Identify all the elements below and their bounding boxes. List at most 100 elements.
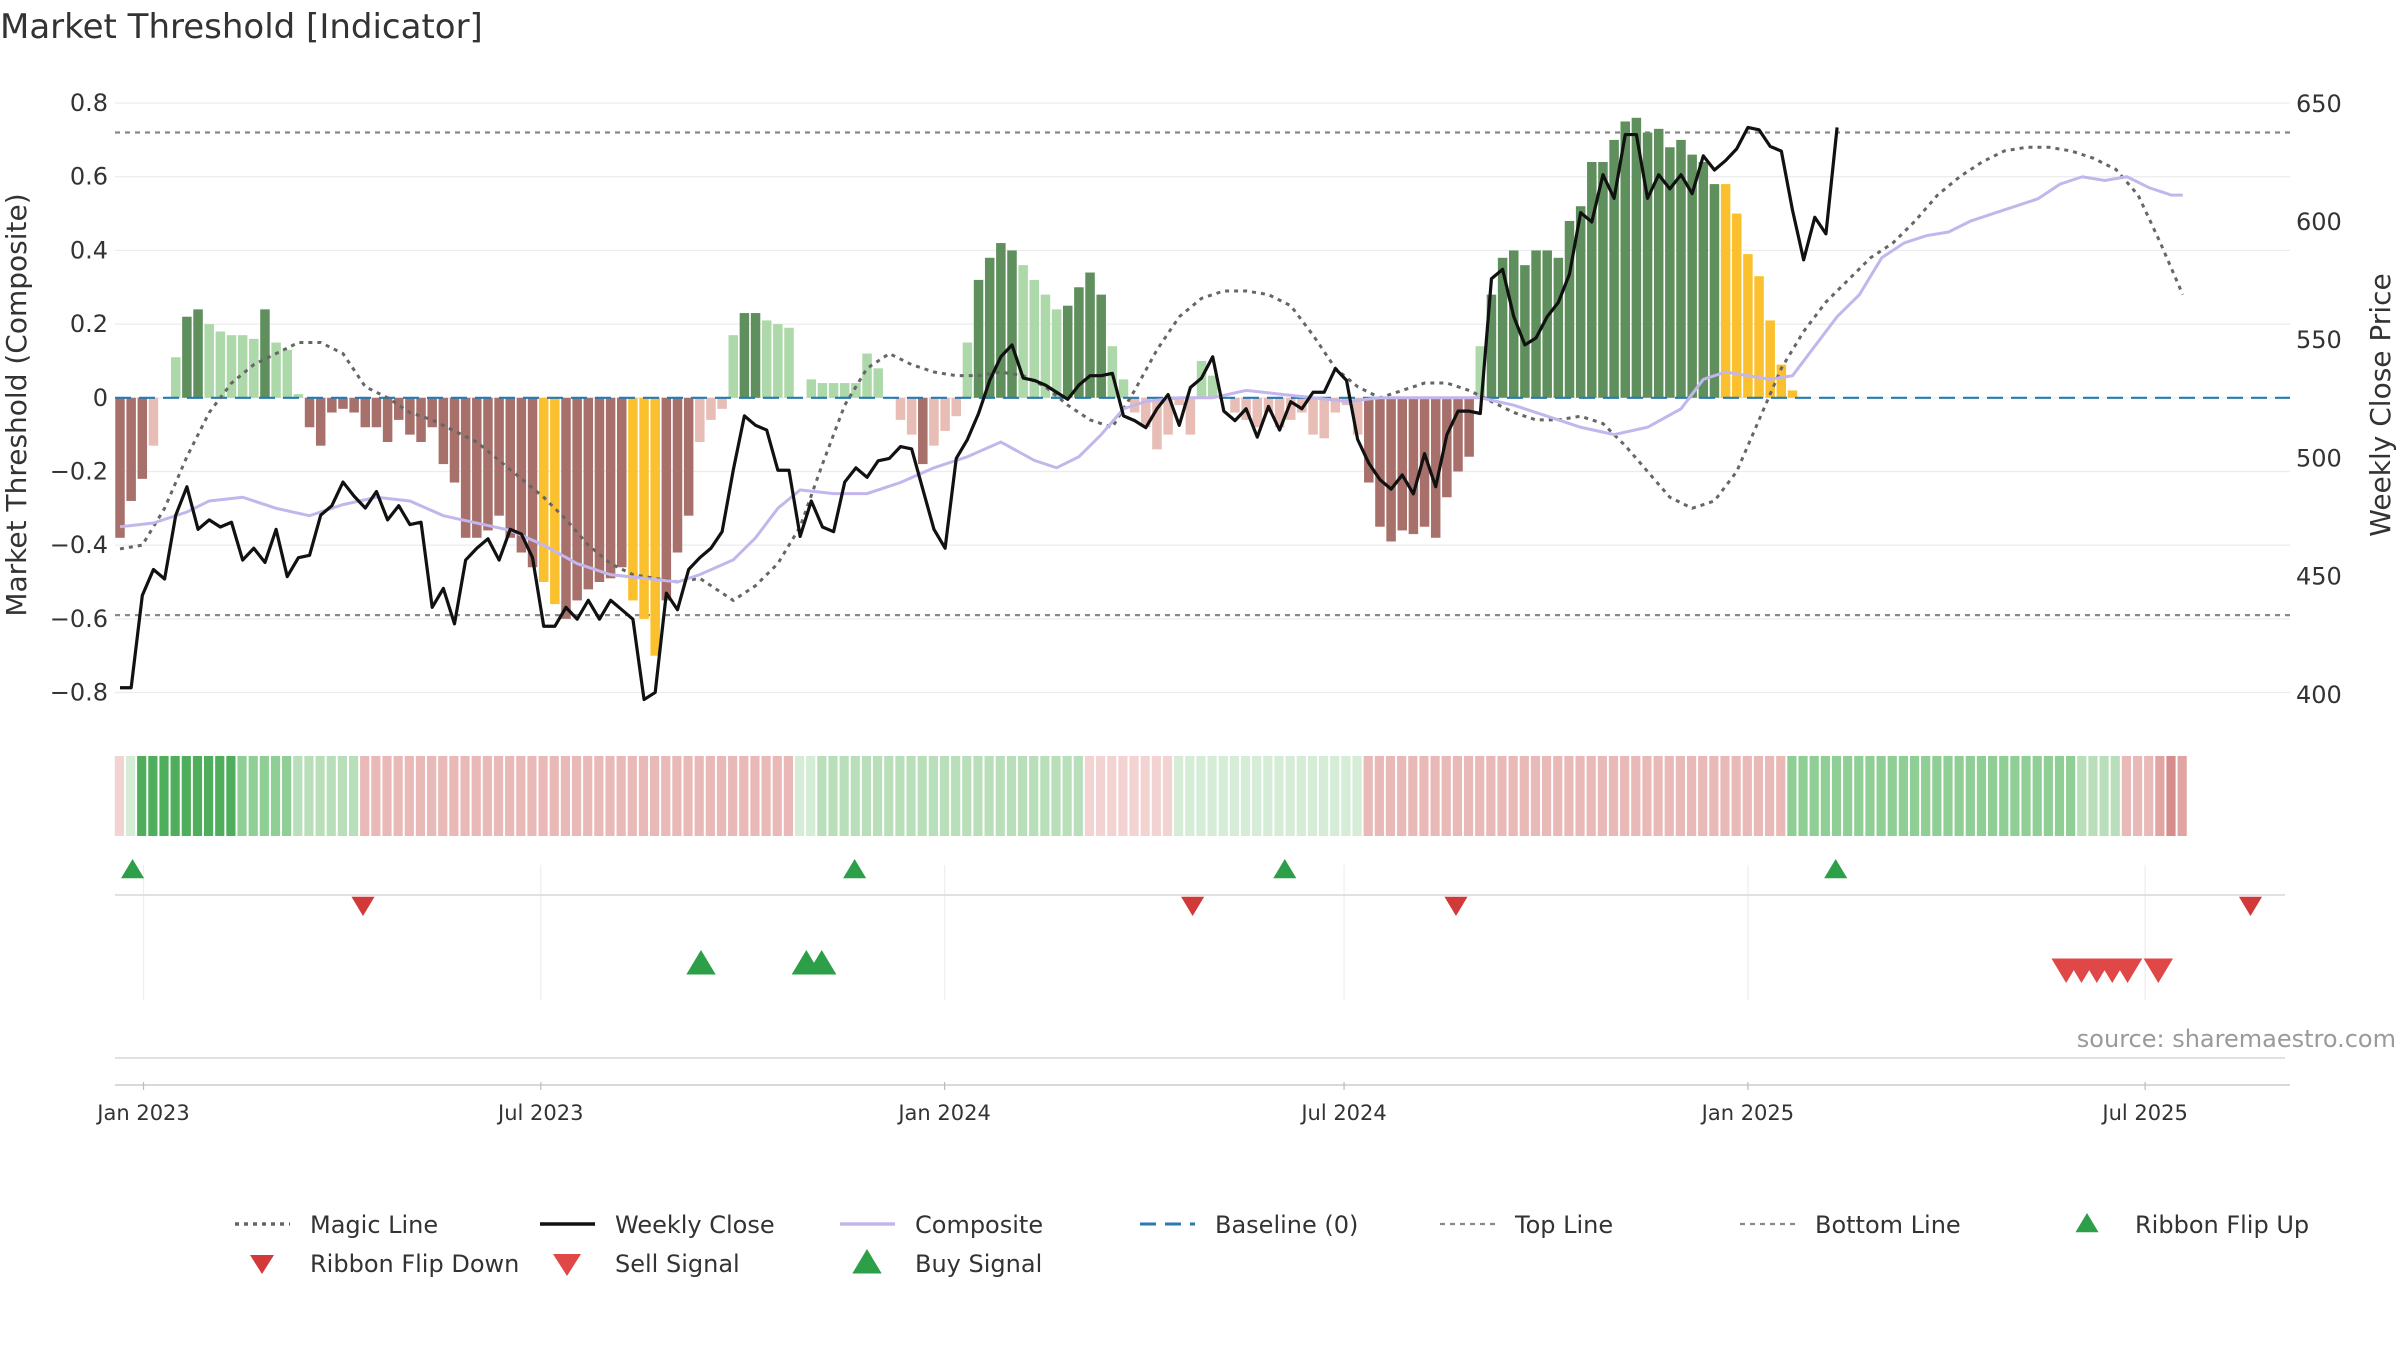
ribbon-cell-86 — [1073, 756, 1083, 836]
ribbon-cell-73 — [928, 756, 938, 836]
ribbon-cell-90 — [1118, 756, 1128, 836]
composite-bar-78 — [984, 257, 995, 398]
ribbon-cell-124 — [1497, 756, 1507, 836]
composite-bar-33 — [483, 397, 493, 531]
legend-label: Ribbon Flip Down — [310, 1250, 519, 1278]
ribbon-cell-147 — [1753, 756, 1764, 836]
ribbon-cell-102 — [1252, 756, 1262, 836]
composite-bar-100 — [1230, 397, 1240, 413]
composite-bar-121 — [1464, 397, 1474, 457]
composite-bar-48 — [650, 397, 660, 656]
ribbon-cell-122 — [1475, 756, 1485, 836]
ribbon-cell-70 — [895, 756, 905, 836]
ribbon-cell-160 — [1898, 756, 1908, 836]
composite-bar-17 — [304, 397, 315, 428]
ribbon-cell-62 — [806, 756, 816, 836]
ribbon-cell-115 — [1397, 756, 1407, 836]
composite-bar-140 — [1676, 139, 1686, 398]
composite-bar-41 — [572, 397, 582, 601]
composite-bar-84 — [1051, 309, 1062, 398]
composite-bar-141 — [1687, 154, 1697, 398]
ribbon-cell-165 — [1954, 756, 1964, 836]
composite-bar-13 — [260, 309, 270, 398]
composite-bar-15 — [282, 349, 292, 398]
ribbon-cell-17 — [304, 756, 314, 836]
ribbon-flip-up-marker-1 — [843, 859, 867, 879]
ribbon-cell-104 — [1274, 756, 1284, 836]
composite-bar-122 — [1475, 346, 1486, 398]
composite-bar-6 — [182, 316, 192, 398]
ribbon-cell-113 — [1374, 756, 1384, 836]
composite-bar-45 — [617, 397, 627, 568]
composite-bar-46 — [628, 397, 638, 601]
ribbon-cell-36 — [516, 756, 526, 836]
ribbon-cell-38 — [538, 756, 548, 836]
ribbon-cell-41 — [571, 756, 582, 836]
composite-bar-18 — [315, 397, 326, 446]
legend-item-ribbon-flip-up: Ribbon Flip Up — [2075, 1211, 2309, 1239]
x-tick-label-1: Jul 2023 — [496, 1101, 583, 1125]
ribbon-cell-89 — [1107, 756, 1117, 836]
ribbon-cell-60 — [783, 756, 793, 836]
ribbon-cell-5 — [170, 756, 180, 836]
ribbon-cell-175 — [2066, 756, 2076, 836]
ribbon-cell-142 — [1698, 756, 1708, 836]
composite-bar-108 — [1319, 397, 1329, 439]
chart-title: Market Threshold [Indicator] — [0, 7, 483, 47]
y-tick-right-5: 400 — [2296, 681, 2342, 709]
ribbon-cell-118 — [1430, 756, 1440, 836]
composite-bar-95 — [1174, 397, 1184, 406]
ribbon-cell-158 — [1876, 756, 1886, 836]
ribbon-cell-131 — [1575, 756, 1585, 836]
composite-bar-117 — [1419, 397, 1430, 527]
composite-bar-54 — [717, 397, 727, 409]
legend-item-sell-signal: Sell Signal — [553, 1250, 740, 1278]
ribbon-cell-171 — [2021, 756, 2031, 836]
ribbon-cell-6 — [181, 756, 191, 836]
composite-bar-105 — [1286, 397, 1296, 420]
ribbon-cell-96 — [1185, 756, 1195, 836]
composite-bar-67 — [862, 353, 872, 398]
ribbon-cell-116 — [1408, 756, 1418, 836]
ribbon-cell-0 — [114, 756, 124, 836]
ribbon-cell-27 — [415, 756, 426, 836]
ribbon-cell-15 — [282, 756, 292, 836]
composite-bar-64 — [828, 383, 839, 398]
ribbon-cell-43 — [594, 756, 604, 836]
ribbon-cell-23 — [371, 756, 381, 836]
composite-bar-74 — [940, 397, 950, 431]
composite-bar-9 — [215, 331, 226, 398]
ribbon-flip-down-marker-3 — [2238, 896, 2263, 916]
ribbon-cell-93 — [1151, 756, 1161, 836]
ribbon-cell-126 — [1519, 756, 1529, 836]
source-note: source: sharemaestro.com — [2077, 1025, 2396, 1053]
sell-signal-marker-5 — [2143, 958, 2174, 983]
ribbon-cell-56 — [739, 756, 749, 836]
ribbon-cell-133 — [1597, 756, 1607, 836]
ribbon-cell-63 — [817, 756, 827, 836]
y-tick-left-4: 0 — [93, 384, 108, 412]
ribbon-cell-22 — [360, 756, 370, 836]
composite-bar-139 — [1665, 147, 1675, 398]
ribbon-cell-53 — [705, 756, 715, 836]
ribbon-cell-92 — [1140, 756, 1150, 836]
ribbon-cell-176 — [2077, 756, 2087, 836]
ribbon-cell-20 — [337, 756, 347, 836]
composite-bar-111 — [1352, 397, 1363, 435]
composite-bar-137 — [1642, 132, 1653, 398]
composite-bar-8 — [204, 324, 214, 398]
ribbon-cell-103 — [1263, 756, 1273, 836]
composite-bar-85 — [1063, 305, 1073, 398]
ribbon-cell-12 — [248, 756, 258, 836]
ribbon-cell-181 — [2132, 756, 2143, 836]
composite-bar-75 — [951, 397, 961, 417]
composite-bars — [115, 117, 1798, 656]
legend-label: Composite — [915, 1211, 1043, 1239]
composite-bar-94 — [1163, 397, 1173, 435]
ribbon-cell-1 — [125, 756, 136, 836]
composite-bar-135 — [1620, 121, 1630, 398]
ribbon-cell-184 — [2166, 756, 2176, 836]
ribbon-cell-153 — [1820, 756, 1830, 836]
composite-bar-59 — [773, 324, 783, 398]
ribbon-cell-9 — [215, 756, 225, 836]
